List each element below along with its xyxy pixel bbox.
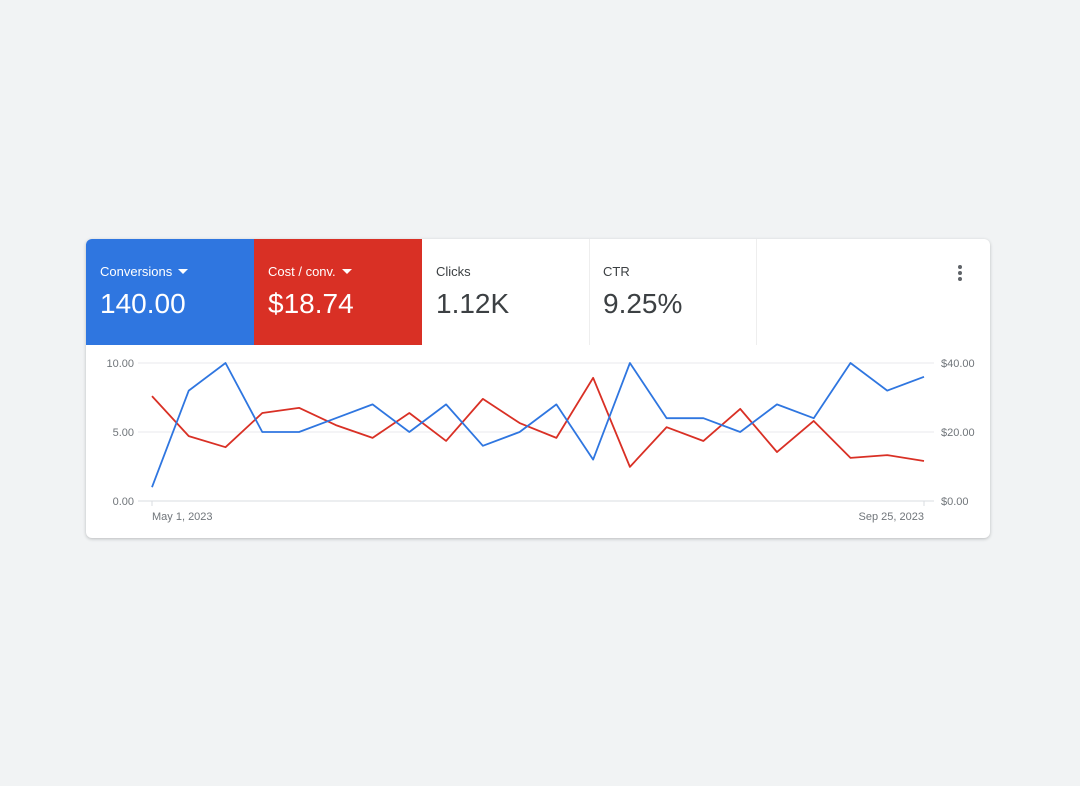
metric-value: 140.00: [100, 288, 186, 319]
metric-tile-conversions[interactable]: Conversions 140.00: [86, 239, 254, 345]
series-line-conversions: [151, 362, 925, 488]
metric-tile-ctr[interactable]: CTR 9.25%: [589, 239, 757, 345]
line-chart: 0.00 $0.00 5.00 $20.00 10.00 $40.00 May 1, 202…: [106, 358, 975, 523]
y-left-tick-label: 0.00: [113, 496, 134, 508]
metric-tile-clicks[interactable]: Clicks 1.12K: [422, 239, 590, 345]
metric-value: 9.25%: [603, 288, 683, 319]
x-tick-label-start: May 1, 2023: [152, 511, 213, 523]
metric-tile-cost-per-conv[interactable]: Cost / conv. $18.74: [254, 239, 422, 345]
more-vert-icon[interactable]: [950, 263, 970, 283]
y-left-tick-label: 5.00: [113, 427, 134, 439]
y-right-tick-label: $20.00: [941, 427, 975, 439]
performance-card: Conversions 140.00 Cost / conv. $18.74 C…: [86, 239, 990, 538]
dropdown-arrow-icon[interactable]: [341, 269, 352, 274]
y-left-tick-label: 10.00: [106, 358, 134, 370]
y-right-tick-label: $40.00: [941, 358, 975, 370]
metric-label: CTR: [603, 264, 630, 279]
x-tick-label-end: Sep 25, 2023: [859, 511, 924, 523]
dropdown-arrow-icon[interactable]: [178, 269, 189, 274]
metric-value: 1.12K: [436, 288, 510, 319]
series-line-cost-conv-: [151, 376, 925, 468]
metric-value: $18.74: [268, 288, 354, 319]
metric-label: Cost / conv.: [268, 264, 336, 279]
metric-label: Clicks: [436, 264, 471, 279]
metric-label: Conversions: [100, 264, 173, 279]
y-right-tick-label: $0.00: [941, 496, 969, 508]
